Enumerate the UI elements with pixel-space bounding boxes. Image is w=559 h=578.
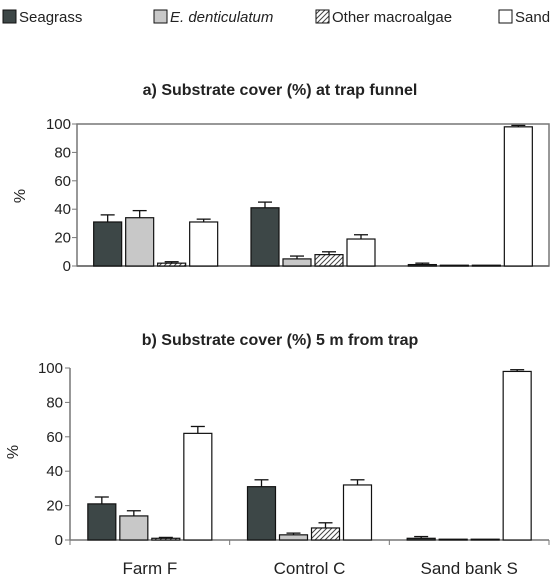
chart-a-bar-e-denticulatum-1	[283, 259, 311, 266]
legend-swatch-other-macroalgae	[316, 10, 329, 23]
chart-b-bar-sand-2	[503, 371, 531, 540]
chart-a-bar-e-denticulatum-2	[440, 265, 468, 266]
legend-swatch-sand	[499, 10, 512, 23]
chart-b: b) Substrate cover (%) 5 m from trap % 0…	[5, 332, 549, 578]
chart-b-bar-seagrass-2	[407, 538, 435, 540]
chart-a-bar-sand-1	[347, 239, 375, 266]
legend-swatch-e-denticulatum	[154, 10, 167, 23]
legend-item-seagrass: Seagrass	[3, 9, 82, 26]
chart-a-bar-other-macroalgae-1	[315, 255, 343, 266]
chart-b-bar-sand-1	[344, 485, 372, 540]
chart-a-bar-seagrass-1	[251, 208, 279, 266]
chart-a-ytick-label-0: 0	[63, 258, 71, 275]
chart-b-ytick-label-100: 100	[38, 360, 63, 377]
chart-a-ytick-label-100: 100	[46, 116, 71, 133]
chart-b-ytick-label-60: 60	[46, 429, 63, 446]
chart-b-bar-seagrass-1	[248, 487, 276, 540]
chart-b-ytick-label-0: 0	[55, 532, 63, 549]
legend-label-other-macroalgae: Other macroalgae	[332, 9, 452, 26]
chart-a-bar-seagrass-0	[94, 222, 122, 266]
legend-item-sand: Sand	[499, 9, 550, 26]
chart-a-bar-e-denticulatum-0	[126, 218, 154, 266]
chart-b-category-label-1: Control C	[274, 559, 346, 578]
chart-b-bar-e-denticulatum-0	[120, 516, 148, 540]
chart-b-category-label-2: Sand bank S	[420, 559, 517, 578]
chart-b-ytick-label-20: 20	[46, 498, 63, 515]
legend-swatch-seagrass	[3, 10, 16, 23]
chart-b-plot: 0 20 40 60 80 100 Farm F Control C Sand bank S	[38, 360, 549, 578]
chart-b-bar-other-macroalgae-0	[152, 538, 180, 540]
chart-a-bar-sand-0	[190, 222, 218, 266]
chart-b-ylabel: %	[5, 445, 22, 459]
chart-a: a) Substrate cover (%) at trap funnel % …	[12, 82, 549, 275]
legend-label-e-denticulatum: E. denticulatum	[170, 9, 273, 26]
chart-b-bar-e-denticulatum-2	[439, 539, 467, 540]
chart-a-bar-other-macroalgae-0	[158, 263, 186, 266]
chart-b-title: b) Substrate cover (%) 5 m from trap	[142, 332, 419, 349]
chart-b-bar-other-macroalgae-1	[312, 528, 340, 540]
chart-a-ylabel: %	[12, 189, 29, 203]
chart-a-ytick-label-20: 20	[54, 230, 71, 247]
chart-a-bar-sand-2	[504, 127, 532, 266]
chart-b-bar-e-denticulatum-1	[280, 535, 308, 540]
chart-b-ytick-label-40: 40	[46, 463, 63, 480]
chart-b-bar-sand-0	[184, 433, 212, 540]
chart-b-bar-other-macroalgae-2	[471, 539, 499, 540]
chart-b-category-label-0: Farm F	[122, 559, 177, 578]
legend-label-sand: Sand	[515, 9, 550, 26]
chart-a-ytick-label-40: 40	[54, 201, 71, 218]
chart-b-ytick-label-80: 80	[46, 394, 63, 411]
chart-a-bar-seagrass-2	[408, 265, 436, 266]
chart-a-title: a) Substrate cover (%) at trap funnel	[143, 82, 418, 99]
chart-a-bar-other-macroalgae-2	[472, 265, 500, 266]
chart-b-bar-seagrass-0	[88, 504, 116, 540]
legend: Seagrass E. denticulatum Other macroalga…	[3, 9, 550, 26]
legend-item-e-denticulatum: E. denticulatum	[154, 9, 273, 26]
legend-label-seagrass: Seagrass	[19, 9, 82, 26]
chart-a-plot: 0 20 40 60 80 100	[46, 116, 549, 275]
chart-a-ytick-label-80: 80	[54, 144, 71, 161]
legend-item-other-macroalgae: Other macroalgae	[316, 9, 452, 26]
chart-a-ytick-label-60: 60	[54, 173, 71, 190]
